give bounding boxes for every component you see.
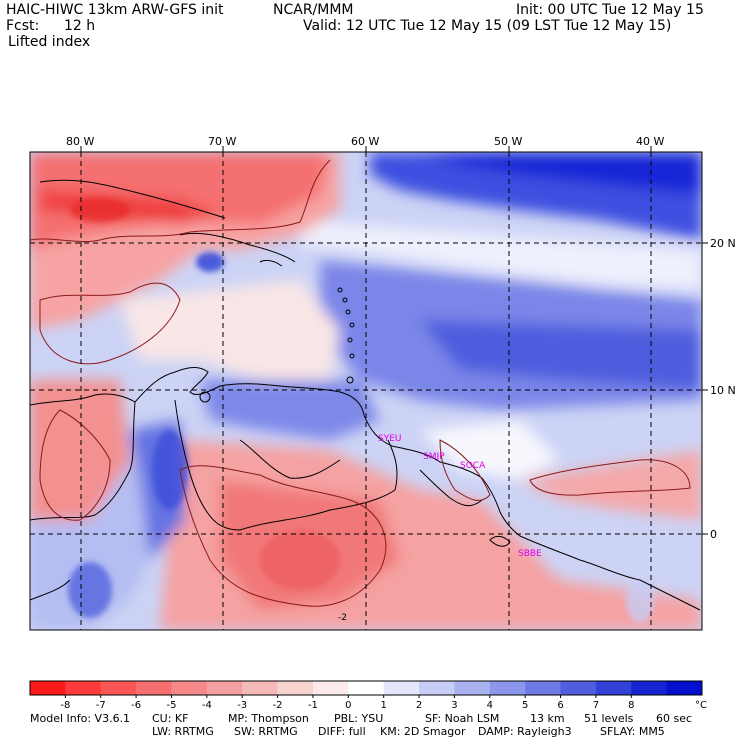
contour-label: -2: [338, 613, 347, 623]
levels: 51 levels: [584, 712, 634, 725]
colorbar-label: -5: [166, 700, 176, 711]
colorbar-cell: [65, 681, 102, 695]
axis-ticks: [80, 146, 708, 535]
colorbar-cell: [383, 681, 420, 695]
colorbar-label: 6: [557, 700, 563, 711]
colorbar-cell: [100, 681, 137, 695]
colorbar-cell: [631, 681, 668, 695]
organization-label: NCAR/MMM: [273, 2, 354, 18]
colorbar-frame: [29, 680, 703, 696]
colorbar-label: 2: [416, 700, 422, 711]
colorbar-label: -6: [131, 700, 141, 711]
diff-option: DIFF: full: [318, 725, 366, 738]
lon-label: 80 W: [66, 135, 94, 148]
colorbar-cell: [312, 681, 349, 695]
colorbar-label: 7: [593, 700, 599, 711]
colorbar-label: 8: [628, 700, 634, 711]
colorbar-cell: [277, 681, 314, 695]
forecast-hour: 12 h: [64, 18, 96, 34]
colorbar-cell: [348, 681, 385, 695]
station-label: SBBE: [518, 549, 542, 559]
mp-scheme: MP: Thompson: [228, 712, 309, 725]
damp-option: DAMP: Rayleigh3: [478, 725, 572, 738]
lat-label: 20 N: [710, 237, 736, 250]
colorbar-cell: [454, 681, 491, 695]
model-info: Model Info: V3.6.1: [30, 712, 131, 725]
colorbar-cell: [419, 681, 455, 695]
lon-label: 70 W: [208, 135, 236, 148]
coastlines: [30, 179, 701, 611]
colorbar-unit: °C: [695, 700, 707, 711]
station-label: SOCA: [460, 461, 486, 471]
colorbar-label: 4: [487, 700, 493, 711]
cu-scheme: CU: KF: [152, 712, 189, 725]
init-time: Init: 00 UTC Tue 12 May 15: [516, 2, 704, 18]
valid-time: Valid: 12 UTC Tue 12 May 15 (09 LST Tue …: [303, 18, 672, 34]
colorbar-cell: [595, 681, 632, 695]
lon-label: 40 W: [636, 135, 664, 148]
colorbar-label: 5: [522, 700, 528, 711]
sflay-option: SFLAY: MM5: [600, 725, 665, 738]
colorbar-label: -3: [237, 700, 247, 711]
km-option: KM: 2D Smagor: [380, 725, 466, 738]
colorbar-cell: [171, 681, 208, 695]
colorbar-cell: [242, 681, 279, 695]
colorbar-label: 1: [380, 700, 386, 711]
colorbar-label: -1: [308, 700, 318, 711]
lw-scheme: LW: RRTMG: [152, 725, 214, 738]
lat-label: 0: [710, 528, 717, 541]
station-label: SMJP: [423, 452, 445, 462]
lon-label: 60 W: [351, 135, 379, 148]
lesser-antilles: [199, 287, 355, 403]
colorbar-label: -7: [96, 700, 106, 711]
timestep: 60 sec: [656, 712, 693, 725]
li-contours: [30, 159, 691, 607]
graticule: [30, 152, 702, 630]
colorbar-cell: [489, 681, 526, 695]
sw-scheme: SW: RRTMG: [234, 725, 298, 738]
colorbar-cell: [30, 681, 66, 695]
lat-label: 10 N: [710, 384, 736, 397]
sf-scheme: SF: Noah LSM: [425, 712, 500, 725]
lon-label: 50 W: [494, 135, 522, 148]
colorbar-cell: [666, 681, 703, 695]
colorbar-label: 0: [345, 700, 351, 711]
colorbar-label: -2: [273, 700, 283, 711]
colorbar: -8 -7 -6 -5 -4 -3 -2 -1 0 1 2 3 4 5 6 7 8 °C: [29, 680, 707, 711]
colorbar-label: -4: [202, 700, 212, 711]
colorbar-label: 3: [451, 700, 457, 711]
resolution: 13 km: [530, 712, 565, 725]
pbl-scheme: PBL: YSU: [334, 712, 384, 725]
model-title: HAIC-HIWC 13km ARW-GFS init: [6, 2, 224, 18]
colorbar-cell: [525, 681, 562, 695]
colorbar-cell: [206, 681, 243, 695]
colorbar-cell: [136, 681, 172, 695]
colorbar-cell: [560, 681, 597, 695]
colorbar-label: -8: [60, 700, 70, 711]
forecast-label: Fcst:: [6, 18, 40, 34]
field-name: Lifted index: [8, 34, 91, 50]
station-label: SYEU: [378, 434, 401, 444]
